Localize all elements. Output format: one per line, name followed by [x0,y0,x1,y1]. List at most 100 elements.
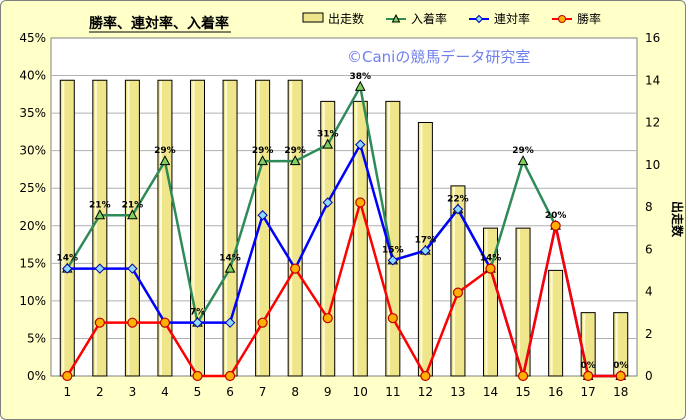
y-right-tick-label: 10 [645,158,660,172]
legend-diamond-marker [474,14,484,24]
triangle-marker [127,209,138,220]
x-tick-label: 4 [161,385,169,399]
circle-marker [485,263,496,274]
y-right-tick-label: 6 [645,242,653,256]
y-right-tick-label: 4 [645,285,653,299]
circle-marker [62,370,73,382]
circle-marker [127,317,138,328]
y-left-tick-label: 35% [19,106,46,120]
y-left-tick-label: 0% [27,369,46,383]
triangle-marker [159,155,171,166]
series-line-勝率 [66,201,621,378]
x-tick-label: 7 [259,385,267,399]
diamond-marker [224,317,236,328]
data-label: 15% [382,245,404,255]
diamond-marker [94,263,106,274]
y-right-tick-label: 16 [645,31,660,45]
data-labels: 14% 21% 21% 29% 7% 14% 29% 29% 31% 38% 15% 17% 22% 14… [57,72,629,371]
y-right-tick-label: 14 [645,73,660,87]
circle-marker [290,263,301,274]
data-label: 29% [512,146,534,156]
y-right-tick-label: 12 [645,116,660,130]
x-tick-label: 6 [226,385,234,399]
triangle-marker [517,155,529,166]
diamond-marker [387,255,399,266]
y-left-tick-label: 30% [19,144,46,158]
data-label: 31% [317,130,339,140]
x-tick-label: 1 [63,385,71,399]
x-tick-label: 9 [324,385,332,399]
data-label: 14% [57,254,79,264]
circle-marker [192,370,203,382]
legend-label: 入着率 [411,11,447,26]
triangle-marker [354,80,366,91]
diamond-marker [62,263,73,274]
circle-marker [322,313,333,324]
diamond-marker [355,139,366,150]
data-label: 7% [190,308,205,318]
watermark-text: ©Caniの競馬データ研究室 [347,48,530,66]
circle-marker [159,317,171,328]
circle-marker [615,370,626,382]
legend-circle-marker [558,15,566,23]
axis-tick-labels: 0%5%10%15%20%25%30%35%40%45%024681012141… [19,31,660,399]
right-axis-label: 出走数 [670,201,685,238]
circle-marker [550,220,561,231]
x-tick-label: 3 [129,385,137,399]
data-label: 29% [154,146,176,156]
legend: 出走数 入着率 連対率 勝率 [302,11,601,26]
data-label: 14% [480,254,502,264]
y-right-tick-label: 2 [645,327,653,341]
x-tick-label: 18 [613,385,628,399]
series-markers [61,80,627,382]
data-label: 29% [284,146,306,156]
legend-swatch-bar [302,12,324,23]
x-tick-label: 5 [194,385,202,399]
diamond-marker [127,263,138,274]
data-label: 0% [613,361,628,371]
legend-label: 連対率 [494,11,530,26]
legend-label: 出走数 [328,11,364,26]
x-tick-label: 13 [450,385,465,399]
circle-marker [224,370,236,382]
x-tick-label: 12 [418,385,433,399]
data-label: 0% [581,361,596,371]
y-left-tick-label: 45% [19,31,46,45]
y-left-tick-label: 15% [19,256,46,270]
circle-marker [420,370,431,382]
x-tick-label: 17 [581,385,596,399]
data-label: 20% [545,211,567,221]
series-line-入着率 [66,85,621,378]
circle-marker [94,317,105,328]
circle-marker [387,313,398,324]
x-tick-label: 10 [353,385,368,399]
data-label: 29% [252,146,274,156]
data-label: 22% [447,194,469,204]
y-left-tick-label: 25% [19,181,46,195]
data-label: 14% [219,254,241,264]
legend-triangle-marker [391,13,401,23]
y-left-tick-label: 10% [19,294,46,308]
circle-marker [355,197,366,208]
diamond-marker [192,317,203,328]
triangle-marker [289,155,301,166]
triangle-marker [94,209,106,220]
circle-marker [517,370,529,382]
diamond-marker [452,204,464,215]
legend-label: 勝率 [577,11,601,26]
bar-series [59,79,629,377]
y-left-tick-label: 40% [19,69,46,83]
data-label: 17% [415,236,437,246]
x-tick-label: 14 [483,385,498,399]
y-left-tick-label: 20% [19,219,46,233]
circle-marker [452,287,464,298]
diamond-marker [257,210,268,221]
y-left-tick-label: 5% [27,331,46,345]
triangle-marker [257,155,268,166]
data-label: 21% [122,200,144,210]
data-label: 38% [350,72,372,82]
y-right-tick-label: 0 [645,369,653,383]
plot-area [50,37,638,377]
